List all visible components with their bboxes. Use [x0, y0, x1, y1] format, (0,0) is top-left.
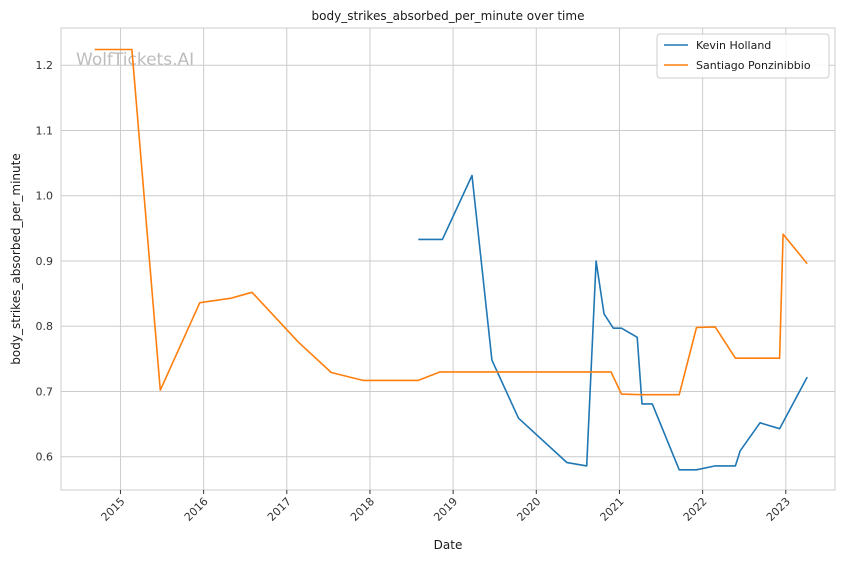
y-axis-ticks: 0.6 0.7 0.8 0.9 1.0 1.1 1.2: [36, 59, 54, 464]
legend: Kevin Holland Santiago Ponzinibbio: [656, 33, 830, 79]
x-axis-ticks: 2015 2016 2017 2018 2019 2020 2021 2022 2023: [99, 490, 793, 524]
y-tick-label: 0.6: [36, 451, 54, 464]
x-tick-label: 2015: [99, 495, 128, 524]
x-tick-label: 2016: [182, 495, 211, 524]
y-axis-label: body_strikes_absorbed_per_minute: [9, 153, 23, 364]
x-axis-label: Date: [434, 538, 463, 552]
y-tick-label: 1.1: [36, 124, 54, 137]
y-tick-label: 0.7: [36, 385, 54, 398]
series-line-1: [94, 48, 808, 396]
x-tick-label: 2022: [681, 495, 710, 524]
y-tick-label: 0.9: [36, 255, 54, 268]
x-tick-label: 2021: [598, 495, 627, 524]
grid: [61, 28, 835, 490]
legend-label: Santiago Ponzinibbio: [696, 59, 811, 72]
plot-frame: [60, 27, 836, 491]
series-line-0: [418, 174, 808, 471]
chart-title: body_strikes_absorbed_per_minute over ti…: [312, 9, 585, 23]
legend-label: Kevin Holland: [696, 39, 771, 52]
series-layer: [94, 48, 808, 471]
legend-box: [656, 33, 830, 79]
x-tick-label: 2017: [265, 495, 294, 524]
x-tick-label: 2020: [514, 495, 543, 524]
x-tick-label: 2023: [764, 495, 793, 524]
watermark: WolfTickets.AI: [76, 50, 194, 70]
x-tick-label: 2019: [431, 495, 460, 524]
y-tick-label: 1.2: [36, 59, 54, 72]
x-tick-label: 2018: [348, 495, 377, 524]
y-tick-label: 0.8: [36, 320, 54, 333]
y-tick-label: 1.0: [36, 190, 54, 203]
